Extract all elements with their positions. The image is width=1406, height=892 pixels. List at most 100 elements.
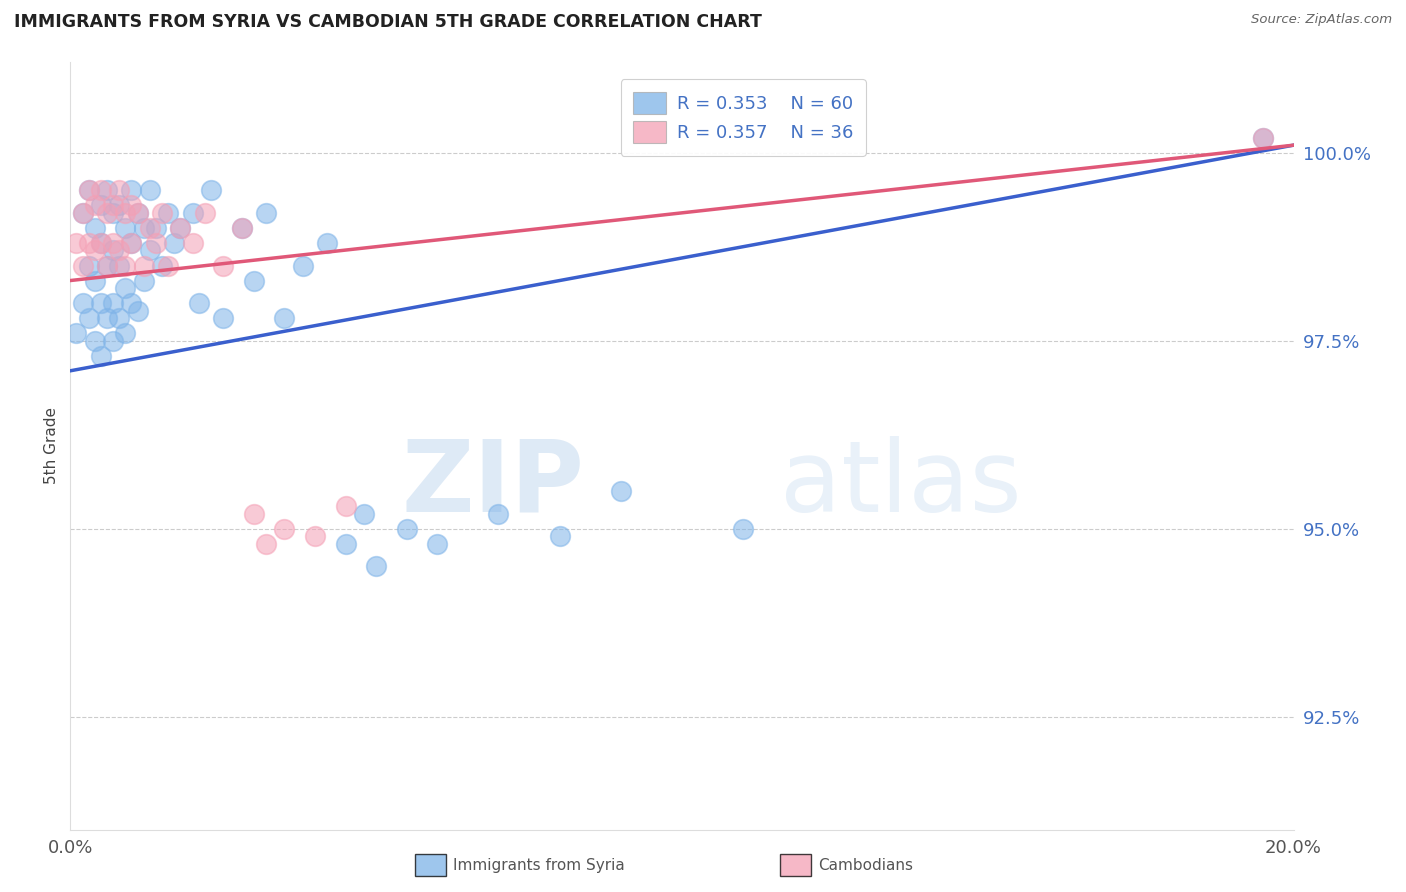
Point [145,220,167,235]
Point [108,259,131,273]
Point [121,235,143,250]
Point [194,206,217,220]
Point [548,529,571,543]
Text: Cambodians: Cambodians [818,858,914,872]
Point [101,206,124,220]
Point [200,183,222,197]
Point [157,206,180,220]
Point [127,206,149,220]
Point [132,220,155,235]
Point [101,198,124,212]
Point [169,220,191,235]
Point [83,334,105,348]
Point [77,311,100,326]
Point [335,537,357,551]
Point [101,235,124,250]
Point [83,244,105,258]
Point [127,206,149,220]
Point [139,244,162,258]
Text: ZIP: ZIP [401,436,583,533]
Point [132,259,155,273]
Point [108,244,131,258]
Point [163,235,186,250]
Point [231,220,253,235]
Point [108,311,131,326]
Text: Immigrants from Syria: Immigrants from Syria [453,858,624,872]
Point [145,235,167,250]
Point [90,198,112,212]
FancyBboxPatch shape [780,854,811,876]
Point [77,259,100,273]
Point [96,311,118,326]
Point [610,484,633,499]
Point [273,311,295,326]
Point [733,522,755,536]
Point [96,183,118,197]
Point [187,296,209,310]
Point [291,259,314,273]
Point [1251,130,1274,145]
Point [90,183,112,197]
Point [108,198,131,212]
Point [181,206,204,220]
Point [243,507,266,521]
Legend: R = 0.353    N = 60, R = 0.357    N = 36: R = 0.353 N = 60, R = 0.357 N = 36 [620,79,866,156]
Point [114,281,136,295]
Point [114,326,136,341]
Point [77,183,100,197]
Point [72,206,94,220]
Point [366,559,388,574]
Text: IMMIGRANTS FROM SYRIA VS CAMBODIAN 5TH GRADE CORRELATION CHART: IMMIGRANTS FROM SYRIA VS CAMBODIAN 5TH G… [14,13,762,31]
Point [254,206,277,220]
Point [150,206,173,220]
Point [72,296,94,310]
Point [212,311,235,326]
Point [254,537,277,551]
Point [101,244,124,258]
Point [83,220,105,235]
Point [90,296,112,310]
Point [181,235,204,250]
Point [96,206,118,220]
Point [231,220,253,235]
Point [150,259,173,273]
Point [243,274,266,288]
Point [90,235,112,250]
Point [316,235,339,250]
Point [353,507,375,521]
Point [90,349,112,363]
Point [127,303,149,318]
Point [65,235,87,250]
Text: atlas: atlas [780,436,1021,533]
Point [121,198,143,212]
Point [157,259,180,273]
Point [212,259,235,273]
Point [335,499,357,513]
Point [83,274,105,288]
Point [65,326,87,341]
Point [77,235,100,250]
Point [132,274,155,288]
Point [488,507,510,521]
Point [304,529,326,543]
Point [169,220,191,235]
Point [426,537,449,551]
Point [121,235,143,250]
Point [139,220,162,235]
Point [77,183,100,197]
Point [114,206,136,220]
Point [121,296,143,310]
Point [96,259,118,273]
Point [273,522,295,536]
Point [395,522,418,536]
Point [1251,130,1274,145]
Point [108,183,131,197]
Y-axis label: 5th Grade: 5th Grade [44,408,59,484]
Point [121,183,143,197]
Point [101,334,124,348]
Point [96,259,118,273]
Point [101,296,124,310]
Point [72,259,94,273]
Point [83,198,105,212]
Point [114,220,136,235]
